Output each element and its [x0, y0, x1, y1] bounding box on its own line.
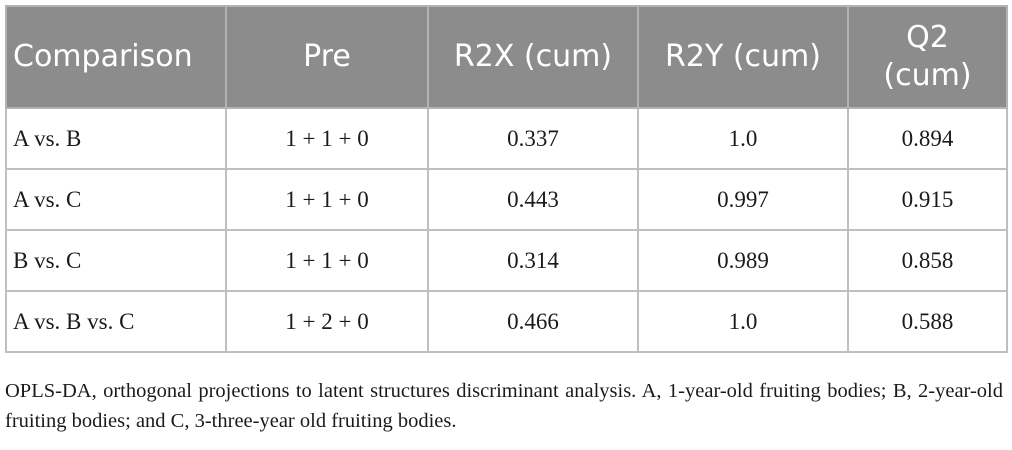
cell-comparison: A vs. B vs. C [5, 290, 227, 353]
table-header-row: Comparison Pre R2X (cum) R2Y (cum) Q2 (c… [5, 5, 1008, 109]
header-r2y: R2Y (cum) [637, 5, 849, 109]
cell-q2: 0.858 [847, 229, 1008, 292]
data-table-container: Comparison Pre R2X (cum) R2Y (cum) Q2 (c… [5, 5, 1008, 353]
table-row: B vs. C 1 + 1 + 0 0.314 0.989 0.858 [5, 229, 1008, 292]
cell-pre: 1 + 1 + 0 [225, 168, 429, 231]
cell-q2: 0.588 [847, 290, 1008, 353]
cell-comparison: B vs. C [5, 229, 227, 292]
header-q2-line1: Q2 [906, 20, 949, 55]
header-r2x: R2X (cum) [427, 5, 639, 109]
cell-r2y: 0.997 [637, 168, 849, 231]
table-footnote: OPLS-DA, orthogonal projections to laten… [5, 380, 1003, 432]
table-row: A vs. B vs. C 1 + 2 + 0 0.466 1.0 0.588 [5, 290, 1008, 353]
cell-r2x: 0.443 [427, 168, 639, 231]
table-row: A vs. C 1 + 1 + 0 0.443 0.997 0.915 [5, 168, 1008, 231]
cell-comparison: A vs. B [5, 107, 227, 170]
cell-r2x: 0.466 [427, 290, 639, 353]
cell-pre: 1 + 2 + 0 [225, 290, 429, 353]
cell-r2x: 0.314 [427, 229, 639, 292]
cell-pre: 1 + 1 + 0 [225, 107, 429, 170]
cell-r2y: 1.0 [637, 290, 849, 353]
header-q2-line2: (cum) [883, 58, 972, 93]
header-pre: Pre [225, 5, 429, 109]
cell-q2: 0.915 [847, 168, 1008, 231]
table-row: A vs. B 1 + 1 + 0 0.337 1.0 0.894 [5, 107, 1008, 170]
cell-r2y: 1.0 [637, 107, 849, 170]
cell-comparison: A vs. C [5, 168, 227, 231]
opls-da-table: Comparison Pre R2X (cum) R2Y (cum) Q2 (c… [5, 5, 1008, 353]
cell-r2x: 0.337 [427, 107, 639, 170]
cell-q2: 0.894 [847, 107, 1008, 170]
header-q2: Q2 (cum) [847, 5, 1008, 109]
cell-pre: 1 + 1 + 0 [225, 229, 429, 292]
cell-r2y: 0.989 [637, 229, 849, 292]
header-comparison: Comparison [5, 5, 227, 109]
